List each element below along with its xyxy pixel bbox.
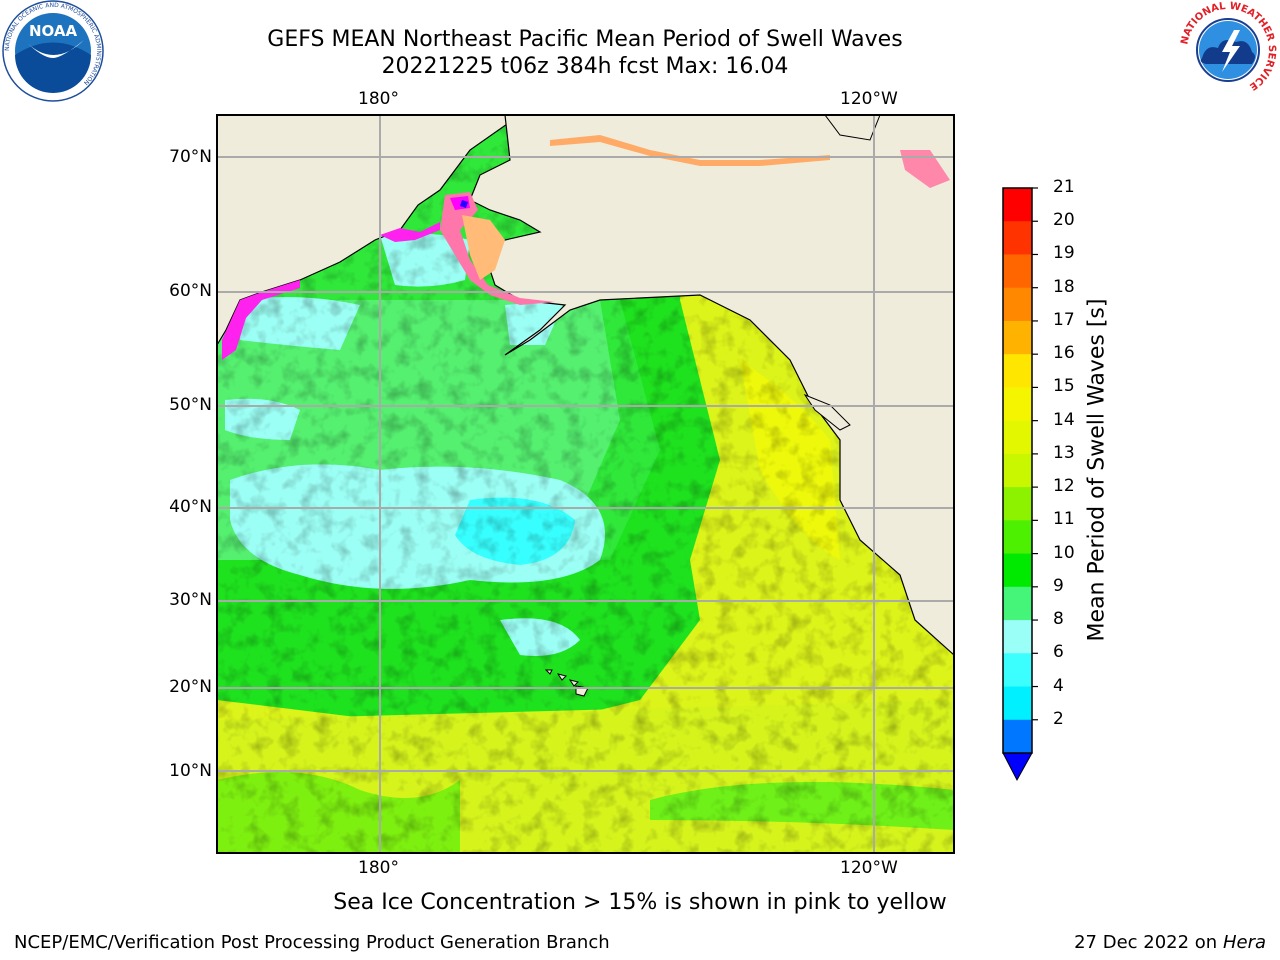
colorbar-segment: [1003, 287, 1032, 322]
colorbar-tick-label: 9: [1053, 575, 1064, 596]
colorbar-tick-label: 15: [1053, 376, 1075, 397]
colorbar-tick-label: 13: [1053, 442, 1075, 463]
colorbar-tick-label: 10: [1053, 542, 1075, 563]
footer-credit: NCEP/EMC/Verification Post Processing Pr…: [14, 932, 610, 953]
chart-title: GEFS MEAN Northeast Pacific Mean Period …: [267, 27, 903, 52]
colorbar-segment: [1003, 487, 1032, 521]
colorbar-tick-label: 17: [1053, 309, 1075, 330]
map-frame: [216, 114, 955, 854]
colorbar-tick-label: 2: [1053, 708, 1064, 729]
colorbar-segment: [1003, 354, 1032, 388]
colorbar-segment: [1003, 520, 1032, 555]
colorbar: [1003, 188, 1032, 754]
lat-label-40n: 40°N: [169, 497, 212, 517]
colorbar-tick-label: 4: [1053, 675, 1064, 696]
colorbar-segment: [1003, 320, 1032, 355]
colorbar-segment: [1003, 453, 1032, 488]
colorbar-segment: [1003, 188, 1032, 222]
colorbar-segment: [1003, 254, 1032, 289]
colorbar-segment: [1003, 620, 1032, 654]
lat-label-20n: 20°N: [169, 677, 212, 697]
sea-ice-note: Sea Ice Concentration > 15% is shown in …: [333, 890, 947, 915]
noaa-logo: NATIONAL OCEANIC AND ATMOSPHERIC ADMINIS…: [2, 0, 104, 102]
footer-date: 27 Dec 2022 on Hera: [1074, 932, 1266, 953]
colorbar-tick-label: 20: [1053, 210, 1075, 231]
lat-label-60n: 60°N: [169, 281, 212, 301]
colorbar-segment: [1003, 686, 1032, 721]
lon-label-top-180: 180°: [358, 89, 399, 109]
colorbar-tick-label: 18: [1053, 276, 1075, 297]
chart-subtitle: 20221225 t06z 384h fcst Max: 16.04: [381, 54, 789, 79]
colorbar-title: Mean Period of Swell Waves [s]: [1084, 298, 1110, 642]
lat-label-70n: 70°N: [169, 147, 212, 167]
colorbar-tick-label: 12: [1053, 476, 1075, 497]
lon-label-top-120w: 120°W: [840, 89, 898, 109]
lat-label-50n: 50°N: [169, 395, 212, 415]
lat-label-10n: 10°N: [169, 761, 212, 781]
colorbar-segment: [1003, 387, 1032, 422]
colorbar-tick-label: 21: [1053, 177, 1075, 197]
colorbar-tick-label: 14: [1053, 409, 1075, 430]
colorbar-segment: [1003, 420, 1032, 455]
lon-label-bottom-120w: 120°W: [840, 858, 898, 878]
colorbar-extend-triangle: [1002, 752, 1033, 782]
swell-period-field: [217, 115, 954, 853]
colorbar-segment: [1003, 221, 1032, 255]
colorbar-tick-label: 11: [1053, 509, 1075, 530]
colorbar-segment: [1003, 719, 1032, 754]
colorbar-tick-label: 19: [1053, 243, 1075, 264]
colorbar-segment: [1003, 586, 1032, 621]
colorbar-frame: [1002, 187, 1033, 754]
lon-label-bottom-180: 180°: [358, 858, 399, 878]
colorbar-segment: [1003, 653, 1032, 688]
nws-logo: NATIONAL WEATHER SERVICE: [1179, 1, 1277, 99]
colorbar-tick-label: 16: [1053, 343, 1075, 364]
graticule: [217, 115, 954, 853]
svg-text:NOAA: NOAA: [29, 22, 78, 40]
colorbar-tick-label: 6: [1053, 642, 1064, 663]
footer-host: Hera: [1222, 932, 1266, 953]
lat-label-30n: 30°N: [169, 590, 212, 610]
colorbar-segment: [1003, 553, 1032, 588]
colorbar-tick-label: 8: [1053, 609, 1064, 630]
